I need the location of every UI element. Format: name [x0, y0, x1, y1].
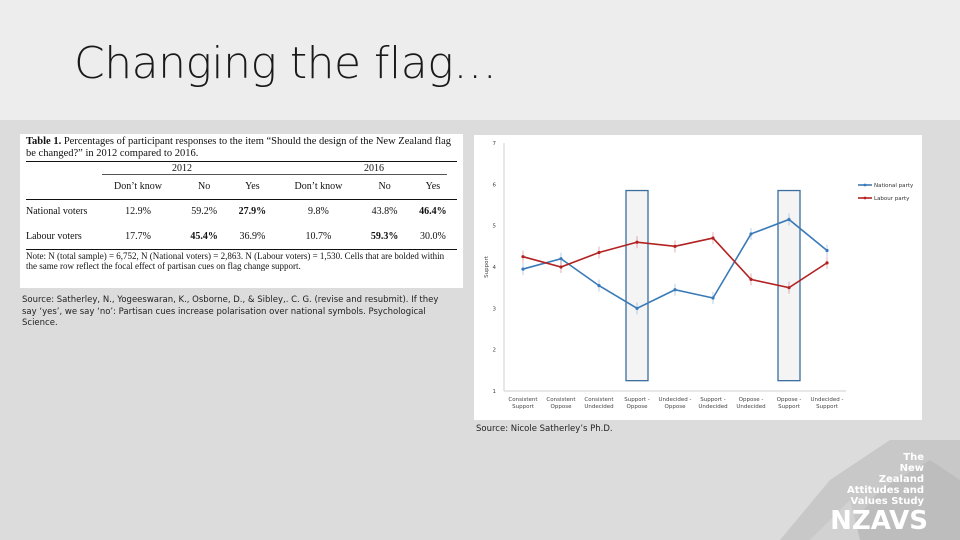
data-point: [787, 286, 791, 290]
table-cell: 59.3%: [370, 230, 399, 242]
table-header-cell: Don’t know: [96, 175, 180, 200]
x-tick-label: Oppose -Support: [777, 397, 802, 410]
table-header-spacer: [26, 175, 96, 200]
table-header-cell: Yes: [408, 175, 457, 200]
legend-marker: [863, 183, 867, 187]
table-header-cell: Don’t know: [276, 175, 361, 200]
source-citation-right: Source: Nicole Satherley’s Ph.D.: [476, 424, 613, 434]
table-panel: Table 1. Percentages of participant resp…: [20, 134, 463, 288]
table-cell: 9.8%: [308, 205, 329, 217]
data-point: [711, 296, 715, 300]
table-row: Labour voters 17.7% 45.4% 36.9% 10.7% 59…: [26, 224, 457, 249]
x-tick-label: Consistent Undecided: [584, 397, 614, 410]
table-years: 2012 2016: [102, 162, 447, 175]
legend-marker: [863, 196, 867, 200]
brand-line: New: [899, 463, 924, 474]
data-point: [825, 248, 829, 253]
table-header-cell: No: [360, 175, 409, 200]
data-point: [673, 244, 677, 248]
table-cell: 36.9%: [239, 230, 266, 242]
brand-line: Zealand: [878, 474, 924, 485]
data-point: [597, 250, 601, 255]
x-tick-label: Oppose -Undecided: [736, 397, 765, 410]
table-cell: 59.2%: [191, 205, 218, 217]
data-point: [673, 288, 677, 292]
nzavs-logo: NZAVS: [830, 506, 928, 536]
x-tick-label: Undecided -Oppose: [658, 397, 691, 410]
x-tick-label: Support -Oppose: [624, 397, 649, 410]
table-header-row: Don’t know No Yes Don’t know No Yes: [26, 175, 457, 200]
x-tick-label: Consistent Support: [508, 397, 538, 410]
brand-line: Attitudes and: [847, 485, 924, 496]
y-tick-label: 3: [493, 306, 497, 312]
highlight-box: [625, 189, 649, 382]
x-tick-label: Consistent Oppose: [546, 397, 576, 410]
y-tick-label: 6: [493, 182, 497, 188]
data-point: [559, 265, 563, 269]
year-2016: 2016: [364, 163, 384, 174]
row-label: Labour voters: [26, 230, 82, 242]
table-cell: 17.7%: [125, 230, 151, 242]
y-axis-label: Support: [484, 255, 490, 278]
table-cell: 10.7%: [305, 230, 332, 242]
chart-panel: 1 2 3 4 5 6 7 Support Consistent Support Consisten…: [474, 135, 922, 420]
y-tick-label: 7: [493, 141, 497, 147]
y-tick-label: 4: [493, 265, 497, 271]
source-citation-left: Source: Satherley, N., Yogeeswaran, K., …: [22, 295, 439, 328]
data-point: [521, 267, 525, 271]
data-point: [825, 261, 829, 265]
line-chart: 1 2 3 4 5 6 7 Support Consistent Support Consisten…: [484, 141, 914, 410]
brand-line-attitudes: Attitudes: [846, 485, 900, 496]
brand-line: The: [903, 452, 924, 463]
y-tick-label: 2: [493, 348, 497, 354]
year-2012: 2012: [172, 163, 192, 174]
flag-table: Don’t know No Yes Don’t know No Yes Nati…: [26, 175, 457, 249]
header-band: [0, 0, 960, 120]
data-point: [787, 217, 791, 222]
row-label: National voters: [26, 205, 88, 217]
table-cell: 27.9%: [238, 205, 267, 217]
x-tick-label: Support -Undecided: [698, 397, 727, 410]
table-header-cell: No: [179, 175, 229, 200]
legend-label: National party: [874, 183, 914, 189]
table-cell: 30.0%: [419, 230, 446, 242]
data-point: [749, 277, 753, 281]
data-point: [635, 240, 639, 244]
data-point: [597, 284, 601, 288]
data-point: [711, 236, 715, 240]
brand-pattern: [780, 440, 960, 540]
table-header-cell: Yes: [228, 175, 277, 200]
data-point: [559, 257, 563, 261]
brand-name: The New Zealand Attitudes and Values Stu…: [847, 452, 924, 507]
brand-line: Values Study: [850, 496, 924, 507]
table-caption-label: Table 1.: [26, 136, 62, 147]
table-note: Note: N (total sample) = 6,752, N (Natio…: [26, 249, 457, 271]
table-cell: 12.9%: [125, 205, 151, 217]
brand-line-and: and: [902, 485, 924, 496]
y-tick-label: 1: [493, 389, 497, 395]
table-cell: 46.4%: [419, 205, 447, 217]
data-point: [635, 306, 639, 310]
slide-title: Changing the flag…: [74, 38, 497, 89]
table-cell: 43.8%: [371, 205, 398, 217]
legend-label: Labour party: [874, 196, 910, 202]
table-cell: 45.4%: [190, 230, 218, 242]
x-tick-label: Undecided -Support: [810, 397, 843, 410]
y-tick-label: 5: [493, 224, 497, 230]
data-point: [749, 232, 753, 236]
table-caption: Table 1. Percentages of participant resp…: [26, 136, 457, 162]
table-caption-text: Percentages of participant responses to …: [26, 136, 452, 159]
data-point: [521, 255, 525, 259]
table-row: National voters 12.9% 59.2% 27.9% 9.8% 4…: [26, 199, 457, 224]
